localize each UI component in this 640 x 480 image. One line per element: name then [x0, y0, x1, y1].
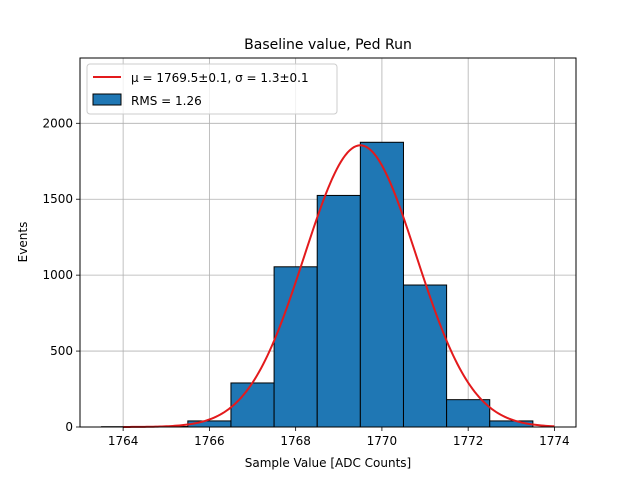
histogram-bar-3 — [230, 382, 275, 428]
legend-histogram-label: RMS = 1.26 — [131, 94, 202, 108]
legend-box — [86, 63, 338, 115]
y-tick-label: 500 — [50, 344, 73, 358]
x-tick-label: 1772 — [453, 434, 484, 448]
legend-histogram-swatch — [92, 93, 122, 106]
histogram-bar-8 — [446, 399, 491, 428]
x-axis-label: Sample Value [ADC Counts] — [245, 456, 411, 470]
histogram-bar-5 — [316, 194, 361, 428]
plot-frame — [79, 57, 577, 428]
x-tick-label: 1770 — [367, 434, 398, 448]
y-tick-label: 2000 — [42, 116, 73, 130]
y-axis-label: Events — [16, 222, 30, 263]
chart-title: Baseline value, Ped Run — [244, 37, 412, 53]
legend-fit-label: μ = 1769.5±0.1, σ = 1.3±0.1 — [131, 71, 309, 85]
y-tick-label: 1000 — [42, 268, 73, 282]
y-axis-ticks: 0 500 1000 1500 2000 — [42, 116, 80, 434]
histogram-bar-4 — [273, 266, 318, 428]
histogram-bar-6 — [359, 141, 404, 428]
histogram-bar-7 — [402, 284, 448, 428]
x-tick-label: 1774 — [539, 434, 570, 448]
gaussian-fit-curve — [123, 144, 555, 428]
histogram-bars — [101, 141, 534, 428]
y-tick-label: 1500 — [42, 192, 73, 206]
x-tick-label: 1764 — [108, 434, 139, 448]
legend: μ = 1769.5±0.1, σ = 1.3±0.1 RMS = 1.26 — [86, 63, 338, 115]
x-axis-ticks: 1764 1766 1768 1770 1772 1774 — [108, 427, 570, 448]
y-tick-label: 0 — [65, 420, 73, 434]
x-tick-label: 1766 — [194, 434, 225, 448]
x-tick-label: 1768 — [280, 434, 311, 448]
